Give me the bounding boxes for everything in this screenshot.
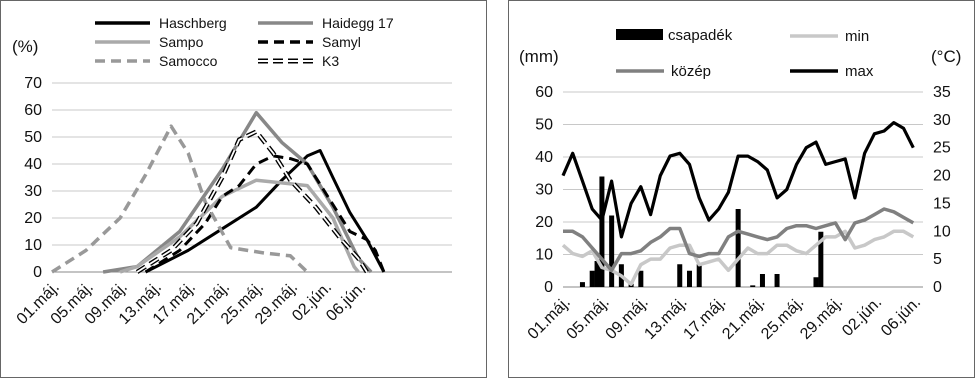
precipitation-bar: [774, 274, 780, 287]
y-tick-label: 20: [535, 214, 553, 231]
precipitation-bar: [594, 261, 600, 287]
y-tick-label: 0: [33, 264, 42, 281]
precipitation-bars: [579, 176, 824, 287]
y-tick-label-right: 10: [933, 223, 951, 240]
y-tick-label: 60: [535, 84, 553, 101]
legend: Haschberg Haidegg 17 Sampo Samyl Samocco K3: [95, 15, 394, 69]
legend-label: Sampo: [159, 34, 204, 50]
series-line-max: [561, 121, 915, 239]
y-tick-label: 30: [24, 183, 42, 200]
y-tick-label: 50: [24, 129, 42, 146]
legend-label: min: [845, 28, 869, 45]
series-line-samyl: [144, 154, 386, 274]
precipitation-bar: [813, 277, 819, 287]
legend-label: Samocco: [159, 53, 218, 69]
y-axis-label-right: (°C): [931, 47, 961, 66]
temperature-lines: [561, 121, 915, 286]
y-tick-label: 30: [535, 182, 553, 199]
precipitation-bar: [735, 209, 741, 287]
precipitation-bar: [638, 270, 644, 287]
legend-label: Samyl: [322, 34, 361, 50]
series-line-samocco: [51, 124, 309, 274]
precipitation-bar: [599, 176, 605, 287]
y-tick-label: 10: [535, 247, 553, 264]
precipitation-bar: [677, 264, 683, 287]
y-tick-label-right: 30: [933, 112, 951, 129]
y-tick-label: 70: [24, 75, 42, 92]
precipitation-bar: [818, 231, 824, 287]
y-tick-label-right: 20: [933, 168, 951, 185]
y-tick-label-right: 35: [933, 84, 951, 101]
x-tick-labels: 01.máj.05.máj.09.máj.13.máj.17.máj.21.má…: [14, 279, 370, 328]
series-line-min: [561, 229, 915, 286]
legend-label: Haschberg: [159, 15, 227, 31]
legend: csapadék min közép max: [616, 27, 874, 80]
legend-label: K3: [322, 53, 339, 69]
series-line-közép: [563, 207, 915, 273]
precipitation-bar: [579, 282, 585, 287]
precipitation-bar: [609, 215, 615, 287]
y-tick-label-right: 15: [933, 195, 951, 212]
y-tick-labels-left: 0 10 20 30 40 50 60: [535, 84, 553, 296]
chart-frame: [0, 0, 487, 378]
series-lines: [51, 110, 386, 274]
y-tick-labels-right: 0 5 10 15 20 25 30 35: [933, 84, 951, 296]
y-tick-label: 20: [24, 210, 42, 227]
y-tick-label: 40: [535, 149, 553, 166]
y-axis-label-left: (mm): [519, 47, 559, 66]
precipitation-bar: [696, 264, 702, 287]
precipitation-bar: [759, 274, 765, 287]
y-tick-label-right: 25: [933, 140, 951, 157]
y-tick-label-right: 5: [933, 251, 942, 268]
y-tick-label-right: 0: [933, 279, 942, 296]
chart-weather: (mm) (°C) 0 10 20 30 40 50 60 0 5 10 15 20 25 30 35 0…: [508, 0, 975, 378]
series-line-haidegg-17: [102, 110, 373, 274]
precipitation-bar: [750, 285, 756, 287]
legend-label: max: [845, 63, 874, 80]
y-tick-label: 50: [535, 117, 553, 134]
chart-shoot-percentage: (%) 0 10 20 30 40 50 60 70 01.máj.05.máj.09.máj…: [0, 0, 487, 378]
precipitation-bar: [589, 270, 595, 287]
legend-label: Haidegg 17: [322, 15, 394, 31]
legend-label: közép: [671, 63, 711, 80]
y-tick-label: 60: [24, 102, 42, 119]
series-line-k3-inner: [136, 130, 368, 273]
y-axis-label: (%): [12, 37, 38, 56]
y-tick-label: 10: [24, 237, 42, 254]
y-tick-label: 40: [24, 156, 42, 173]
y-tick-label: 0: [544, 279, 553, 296]
y-tick-labels: 0 10 20 30 40 50 60 70: [24, 75, 42, 281]
series-line-haschberg: [144, 149, 386, 274]
legend-swatch-bar: [616, 29, 663, 40]
legend-label: csapadék: [668, 27, 733, 44]
precipitation-bar: [686, 270, 692, 287]
